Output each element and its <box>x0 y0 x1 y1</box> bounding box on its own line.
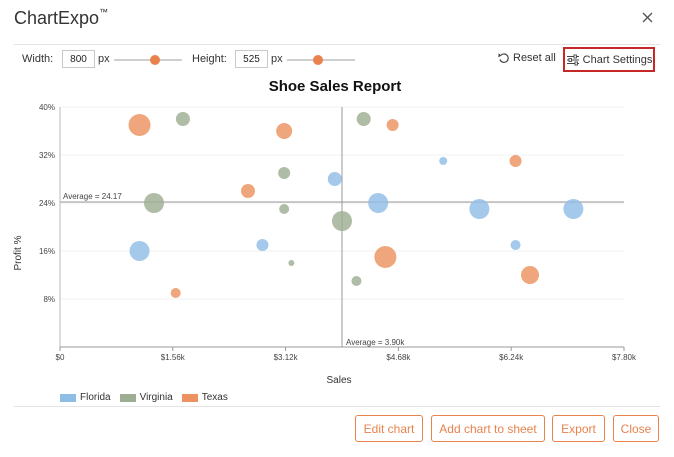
y-tick-label: 16% <box>39 247 55 256</box>
y-axis-label: Profit % <box>13 235 24 270</box>
undo-icon <box>498 53 509 63</box>
chart-title: Shoe Sales Report <box>269 78 402 95</box>
add-chart-to-sheet-button[interactable]: Add chart to sheet <box>431 415 545 442</box>
bubble-virginia[interactable] <box>144 193 164 213</box>
width-slider[interactable] <box>114 55 182 65</box>
trademark-mark: ™ <box>99 7 109 17</box>
legend-label: Florida <box>80 392 111 403</box>
bubble-florida[interactable] <box>469 199 490 219</box>
y-tick-label: 40% <box>39 103 55 112</box>
bubble-virginia[interactable] <box>278 167 291 179</box>
close-icon[interactable] <box>638 8 658 28</box>
reset-all-button[interactable]: Reset all <box>497 51 556 65</box>
reset-all-label: Reset all <box>513 52 556 64</box>
legend-swatch <box>119 393 136 402</box>
bubble-texas[interactable] <box>241 184 255 198</box>
height-label: Height: <box>192 53 227 65</box>
bubble-texas[interactable] <box>276 123 293 139</box>
footer-divider <box>14 406 660 407</box>
width-slider-handle[interactable] <box>149 55 160 65</box>
y-tick-label: 8% <box>43 295 55 304</box>
bubble-texas[interactable] <box>128 114 151 136</box>
height-input[interactable] <box>235 50 268 68</box>
x-tick-label: $3.12k <box>274 353 299 362</box>
dialog-header: ChartExpo™ <box>0 0 674 44</box>
average-y-label: Average = 24.17 <box>63 192 122 201</box>
bubble-virginia[interactable] <box>332 211 352 231</box>
bubble-florida[interactable] <box>368 193 389 213</box>
bubble-florida[interactable] <box>563 199 584 219</box>
legend-swatch <box>181 393 198 402</box>
app-title-text: ChartExpo <box>14 8 100 28</box>
bubble-chart: Shoe Sales Report Average = 3.90k Average… <box>13 78 637 386</box>
width-label: Width: <box>22 53 54 65</box>
legend-item-florida[interactable]: Florida <box>60 392 111 403</box>
legend-label: Texas <box>201 392 228 403</box>
width-unit: px <box>98 53 110 65</box>
x-tick-label: $1.56k <box>161 353 186 362</box>
average-x-label: Average = 3.90k <box>346 338 405 347</box>
x-tick-label: $0 <box>56 353 65 362</box>
chart-settings-button[interactable]: Chart Settings <box>563 47 655 72</box>
y-tick-label: 24% <box>39 199 55 208</box>
x-tick-label: $6.24k <box>499 353 524 362</box>
close-button[interactable]: Close <box>613 415 659 442</box>
chart-legend: Florida Virginia Texas <box>60 392 228 403</box>
toolbar: Width: px Height: px Reset all Chart Set… <box>0 46 674 74</box>
chart-settings-label: Chart Settings <box>582 53 653 66</box>
height-unit: px <box>271 53 283 65</box>
sliders-icon <box>566 54 579 65</box>
bubble-florida[interactable] <box>510 240 521 250</box>
export-button[interactable]: Export <box>552 415 605 442</box>
bubble-virginia[interactable] <box>279 204 290 214</box>
x-axis-label: Sales <box>326 375 351 386</box>
legend-label: Virginia <box>139 392 173 403</box>
bubble-florida[interactable] <box>439 157 448 165</box>
bubble-florida[interactable] <box>256 239 269 251</box>
height-slider-handle[interactable] <box>312 55 323 65</box>
x-tick-label: $4.68k <box>386 353 411 362</box>
bubble-florida[interactable] <box>327 172 342 186</box>
bubble-texas[interactable] <box>386 119 399 131</box>
bubble-florida[interactable] <box>129 241 150 261</box>
y-tick-label: 32% <box>39 151 55 160</box>
bubble-virginia[interactable] <box>175 112 190 126</box>
bubble-texas[interactable] <box>170 288 181 298</box>
legend-swatch <box>60 393 76 402</box>
width-input[interactable] <box>62 50 95 68</box>
bubble-texas[interactable] <box>374 246 397 268</box>
bubble-virginia[interactable] <box>351 276 362 286</box>
edit-chart-button[interactable]: Edit chart <box>355 415 423 442</box>
bubble-virginia[interactable] <box>356 112 371 126</box>
bubble-virginia[interactable] <box>288 260 295 266</box>
app-title: ChartExpo™ <box>14 7 109 29</box>
legend-item-texas[interactable]: Texas <box>181 392 228 403</box>
header-divider <box>14 44 660 45</box>
height-slider[interactable] <box>287 55 355 65</box>
bubble-texas[interactable] <box>509 155 522 167</box>
legend-item-virginia[interactable]: Virginia <box>119 392 173 403</box>
bubble-texas[interactable] <box>521 266 539 284</box>
x-tick-label: $7.80k <box>612 353 637 362</box>
